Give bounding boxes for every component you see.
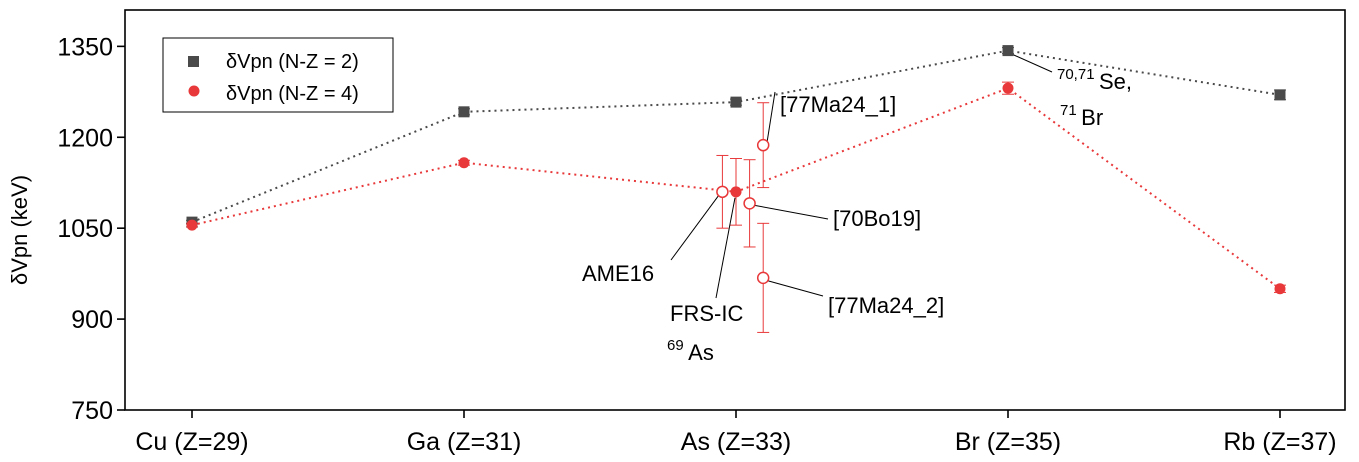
legend-label-nz2: δVpn (N-Z = 2) (226, 51, 359, 73)
data-point-circle (730, 186, 742, 198)
data-point-square (1274, 89, 1286, 101)
data-point-open (756, 271, 770, 285)
data-point-square (1002, 45, 1014, 57)
annotation-leader (670, 195, 719, 261)
data-points (186, 45, 1286, 295)
y-tick-label: 750 (71, 397, 113, 425)
annotation-se-text: Se, (1099, 69, 1132, 94)
annotation-77ma24-1: [77Ma24_1] (780, 92, 896, 117)
annotation-leader (768, 280, 824, 297)
annotation-77ma24-2: [77Ma24_2] (828, 293, 944, 318)
data-point-circle (458, 157, 470, 169)
x-tick-label: Ga (Z=31) (407, 428, 522, 456)
x-tick-label: Cu (Z=29) (135, 428, 248, 456)
y-tick-label: 1050 (57, 215, 113, 243)
data-point-open (716, 185, 729, 199)
data-point-circle (1274, 283, 1286, 295)
annotation-se: 70,71 Se, (1057, 66, 1132, 94)
legend-box (162, 37, 394, 113)
annotation-as69-sup: 69 (667, 337, 684, 354)
annotation-70bo19: [70Bo19] (833, 206, 921, 231)
annotation-br: 71 Br (1060, 102, 1103, 130)
plot-area (124, 9, 1346, 411)
data-point-square (458, 106, 470, 118)
annotation-as69: 69 As (667, 337, 714, 365)
legend-label-nz4: δVpn (N-Z = 4) (226, 83, 359, 105)
y-tick-label: 900 (71, 306, 113, 334)
x-tick-label: As (Z=33) (681, 428, 791, 456)
annotation-br-text: Br (1081, 105, 1103, 130)
legend-marker-square (188, 56, 199, 67)
x-tick-label: Br (Z=35) (955, 428, 1061, 456)
annotation-frs-ic: FRS-IC (670, 301, 743, 326)
x-tick-label: Rb (Z=37) (1223, 428, 1336, 456)
annotation-leaders (670, 54, 1053, 299)
annotation-leader (754, 204, 829, 220)
annotation-leader (1012, 54, 1053, 73)
y-tick-label: 1350 (57, 33, 113, 61)
axis-ticks: 750 900 1050 1200 1350 Cu (Z=29) Ga (Z=31) As (… (57, 33, 1336, 456)
y-axis-label: δVpn (keV) (7, 175, 32, 285)
annotation-br-sup: 71 (1060, 102, 1077, 119)
annotation-leader (715, 197, 736, 299)
annotation-leader (766, 91, 776, 142)
annotation-ame16: AME16 (582, 261, 654, 286)
data-point-open (743, 197, 756, 210)
data-point-open (756, 138, 770, 152)
annotation-as69-text: As (688, 340, 714, 365)
data-point-circle (1002, 82, 1014, 94)
y-tick-label: 1200 (57, 124, 113, 152)
data-point-circle (186, 219, 198, 231)
annotation-se-sup: 70,71 (1057, 66, 1095, 83)
annotations: AME16 FRS-IC 69 As [70Bo19] [77Ma24_1] [… (582, 66, 1132, 365)
legend: δVpn (N-Z = 2) δVpn (N-Z = 4) (162, 37, 394, 113)
legend-marker-circle (188, 85, 200, 97)
data-point-square (730, 96, 742, 108)
